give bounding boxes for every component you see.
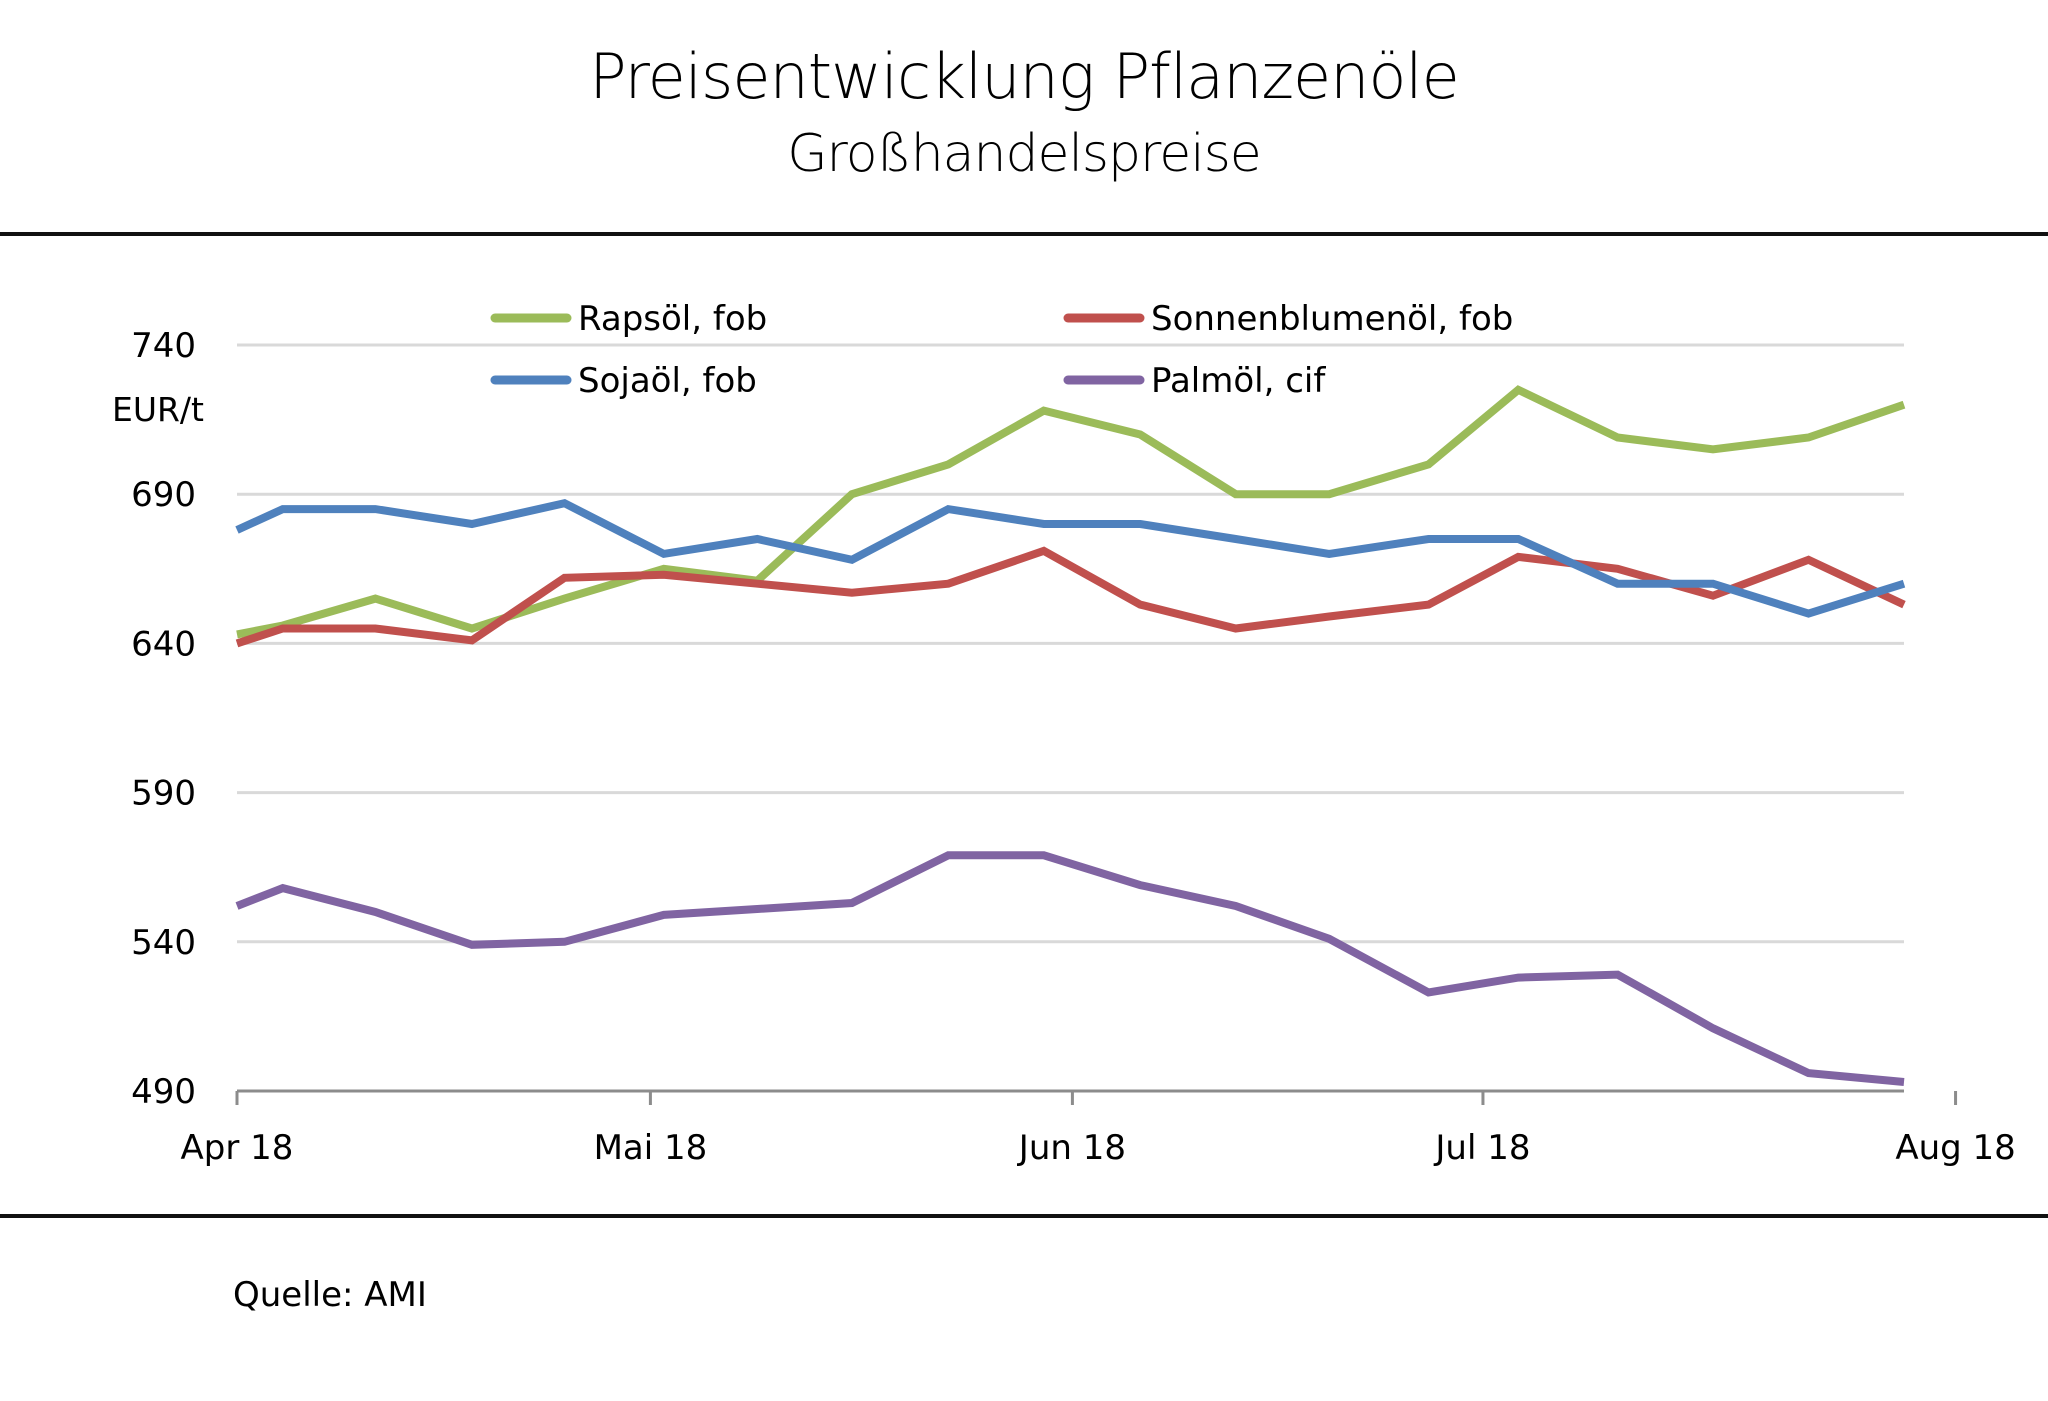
series-line-sojaöl-fob bbox=[235, 498, 1906, 618]
legend-label: Sojaöl, fob bbox=[578, 361, 757, 401]
y-tick-label: 640 bbox=[131, 624, 196, 664]
legend-label: Rapsöl, fob bbox=[578, 299, 767, 339]
x-axis: Apr 18 Mai 18 Jun 18 Jul 18 Aug 18 bbox=[181, 1089, 2016, 1168]
legend-label: Sonnenblumenöl, fob bbox=[1151, 299, 1513, 339]
y-axis-tick-labels: 490 540 590 640 690 740 bbox=[131, 326, 196, 1112]
y-tick-label: 590 bbox=[131, 774, 196, 814]
y-tick-label: 740 bbox=[131, 326, 196, 366]
series-line-palmöl-cif bbox=[235, 851, 1905, 1086]
x-tick-label: Aug 18 bbox=[1895, 1128, 2015, 1168]
bottom-divider bbox=[0, 1214, 2048, 1218]
chart-subtitle: Großhandelspreise bbox=[787, 124, 1262, 184]
top-divider bbox=[0, 232, 2048, 236]
x-tick-label: Jul 18 bbox=[1433, 1128, 1530, 1168]
series-line-sonnenblumenöl-fob bbox=[235, 546, 1906, 648]
y-tick-label: 690 bbox=[131, 475, 196, 515]
series-lines bbox=[235, 385, 1906, 1086]
x-tick-label: Jun 18 bbox=[1017, 1128, 1126, 1168]
legend: Rapsöl, fob Sonnenblumenöl, fob Sojaöl, fo… bbox=[490, 299, 1513, 401]
y-axis-label: EUR/t bbox=[112, 390, 204, 429]
chart-title: Preisentwicklung Pflanzenöle bbox=[589, 40, 1460, 113]
legend-label: Palmöl, cif bbox=[1151, 361, 1326, 401]
source-note: Quelle: AMI bbox=[233, 1275, 427, 1315]
gridlines bbox=[237, 343, 1904, 944]
y-tick-label: 490 bbox=[131, 1072, 196, 1112]
x-tick-label: Apr 18 bbox=[181, 1128, 294, 1168]
y-tick-label: 540 bbox=[131, 923, 196, 963]
series-line-rapsöl-fob bbox=[236, 385, 1906, 639]
x-tick-label: Mai 18 bbox=[594, 1128, 708, 1168]
